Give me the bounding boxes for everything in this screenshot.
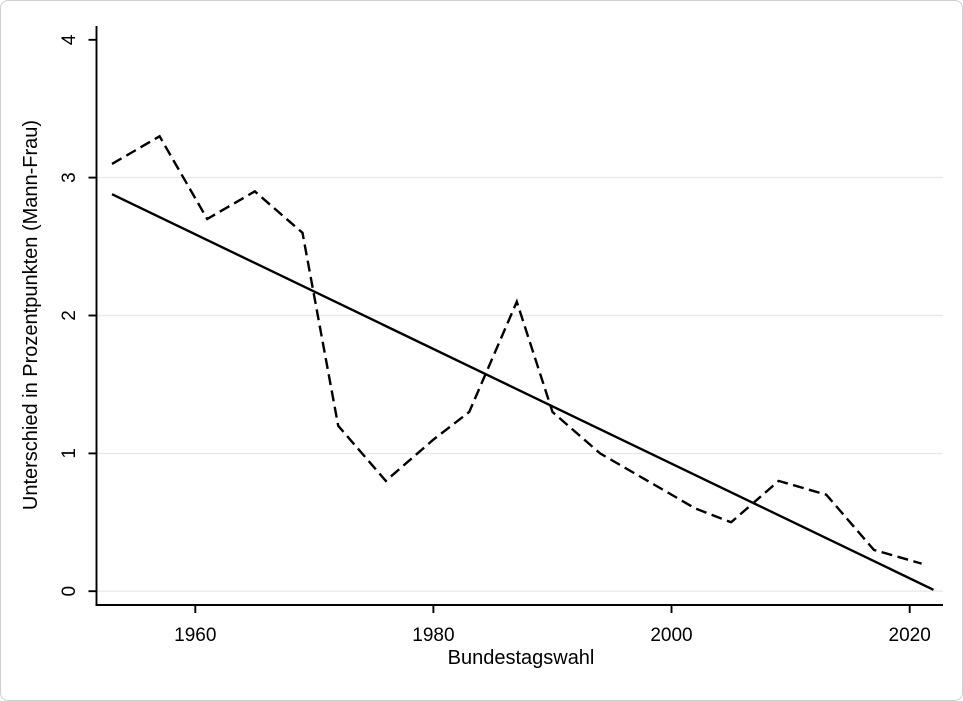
data-series	[111, 134, 935, 591]
y-tick-label: 1	[59, 448, 80, 459]
y-tick-label: 0	[59, 586, 80, 597]
x-tick-label: 2000	[650, 625, 692, 646]
y-tick-label: 3	[59, 172, 80, 183]
y-tick-label: 2	[59, 310, 80, 321]
series-observed-gap	[111, 134, 922, 565]
x-axis-title: Bundestagswahl	[448, 647, 595, 669]
x-tick-label: 2020	[889, 625, 931, 646]
tick-labels: 0 1 2 3 4 1960 1980 2000 2020	[59, 34, 931, 646]
y-axis-title: Unterschied in Prozentpunkten (Mann-Frau…	[20, 120, 42, 510]
gridlines	[96, 176, 943, 592]
y-tick-label: 4	[59, 34, 80, 45]
x-tick-label: 1980	[412, 625, 454, 646]
x-tick-label: 1960	[174, 625, 216, 646]
tick-marks	[88, 38, 911, 613]
series-linear-trend	[111, 193, 935, 591]
